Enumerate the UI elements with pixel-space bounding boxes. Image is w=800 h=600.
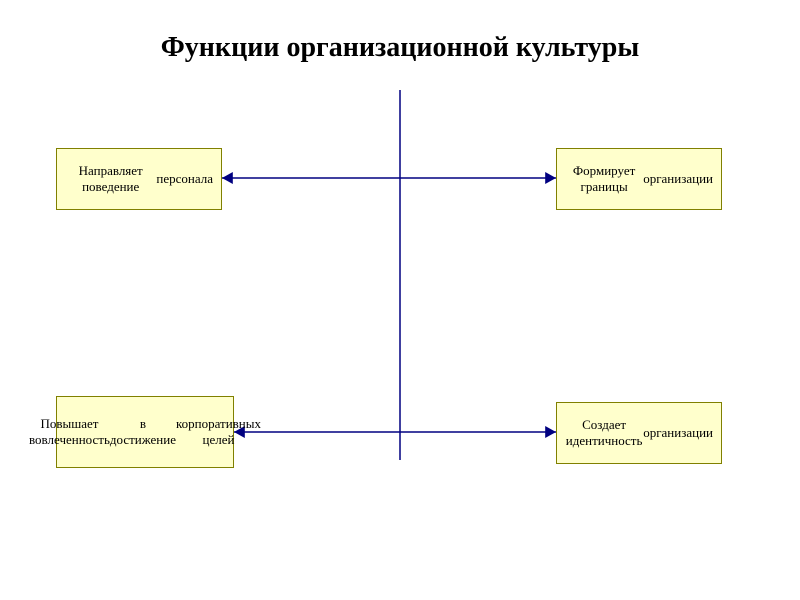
box-text-line: Направляет поведение bbox=[65, 163, 156, 194]
box-text-line: Создает идентичность bbox=[565, 417, 643, 448]
box-bottom-left: Повышает вовлеченностьв достижениекорпор… bbox=[56, 396, 234, 468]
box-text-line: в достижение bbox=[110, 416, 176, 447]
box-text-line: корпоративных целей bbox=[176, 416, 261, 447]
box-text-line: персонала bbox=[156, 171, 213, 187]
box-text-line: организации bbox=[643, 171, 713, 187]
box-text-line: Повышает вовлеченность bbox=[29, 416, 110, 447]
box-top-right: Формирует границыорганизации bbox=[556, 148, 722, 210]
box-bottom-right: Создает идентичностьорганизации bbox=[556, 402, 722, 464]
connector-lines bbox=[0, 0, 800, 600]
box-top-left: Направляет поведениеперсонала bbox=[56, 148, 222, 210]
box-text-line: организации bbox=[643, 425, 713, 441]
box-text-line: Формирует границы bbox=[565, 163, 643, 194]
diagram-title: Функции организационной культуры bbox=[0, 32, 800, 64]
